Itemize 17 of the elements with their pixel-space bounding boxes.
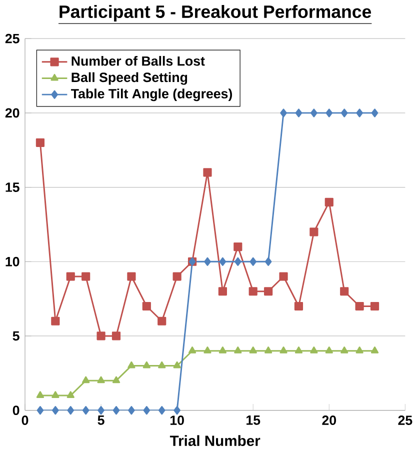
legend-label: Ball Speed Setting: [72, 72, 188, 85]
y-tick-label: 0: [13, 406, 20, 416]
legend-label: Number of Balls Lost: [72, 56, 206, 66]
y-tick-label: 10: [6, 256, 20, 266]
x-tick-label: 10: [170, 416, 184, 426]
y-tick-label: 25: [6, 34, 20, 44]
y-tick-label: 5: [13, 331, 20, 341]
y-tick-label: 20: [6, 108, 20, 118]
y-tick-label: 15: [6, 182, 20, 192]
legend-label: Table Tilt Angle (degrees): [71, 88, 232, 102]
x-axis-title: Trial Number: [170, 435, 260, 446]
x-tick-label: 20: [322, 416, 336, 426]
chart-title: Participant 5 - Breakout Performance: [60, 4, 372, 22]
x-tick-label: 15: [246, 416, 260, 425]
x-tick-label: 5: [98, 416, 105, 425]
x-tick-label: 25: [398, 416, 412, 426]
x-tick-label: 0: [22, 416, 28, 426]
